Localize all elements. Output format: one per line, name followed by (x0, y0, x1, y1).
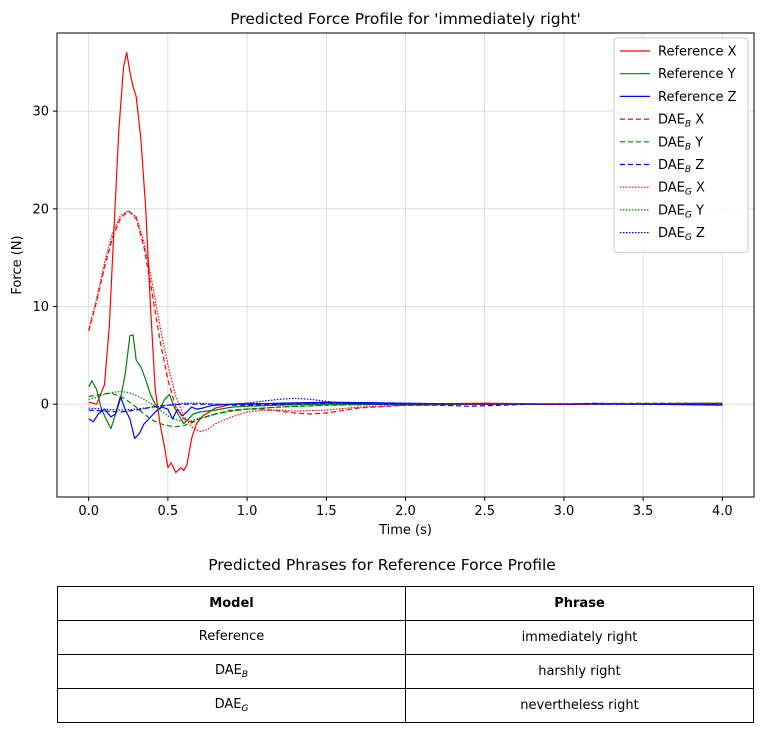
table-header-row: Model Phrase (57, 586, 754, 621)
legend-entry: DAEB Z (658, 158, 704, 175)
x-tick-label: 2.5 (474, 504, 495, 519)
legend-entry: DAEB X (658, 113, 704, 130)
table-row: DAEG nevertheless right (57, 688, 754, 723)
phrase-cell: immediately right (405, 620, 754, 655)
header-model: Model (57, 586, 406, 621)
legend-entry: DAEG Z (658, 226, 705, 243)
x-tick-label: 2.0 (395, 504, 416, 519)
model-cell: DAEG (57, 688, 406, 723)
series-line-dae-g-x (88, 210, 723, 433)
series-line-dae-g-z (88, 397, 723, 411)
legend-entry: Reference X (658, 45, 737, 60)
y-axis-label: Force (N) (10, 235, 25, 294)
chart-title: Predicted Force Profile for 'immediately… (230, 10, 581, 28)
table-row: Reference immediately right (57, 620, 754, 655)
y-tick-label: 30 (32, 105, 49, 120)
phrase-table: Model Phrase Reference immediately right… (57, 586, 754, 723)
x-tick-label: 4.0 (712, 504, 733, 519)
phrase-cell: harshly right (405, 654, 754, 689)
y-tick-label: 0 (41, 398, 49, 413)
series-line-reference-y (88, 334, 723, 430)
legend-box (613, 37, 749, 253)
header-phrase: Phrase (405, 586, 754, 621)
legend-entry: DAEG Y (658, 203, 704, 220)
y-tick-label: 10 (32, 300, 49, 315)
y-tick-label: 20 (32, 202, 49, 217)
legend-entry: DAEG X (658, 181, 705, 198)
table-title: Predicted Phrases for Reference Force Pr… (208, 556, 556, 574)
force-profile-chart: 0.0 0.5 1.0 1.5 2.0 2.5 3.0 3.5 4.0 0 10 20 30 Predic… (10, 10, 755, 538)
x-tick-label: 0.5 (158, 504, 179, 519)
legend-entry: Reference Z (658, 90, 737, 105)
x-tick-label: 3.5 (633, 504, 654, 519)
legend-entry: Reference Y (658, 67, 736, 82)
x-tick-label: 1.0 (237, 504, 258, 519)
table-row: DAEB harshly right (57, 654, 754, 689)
series-line-reference-z (88, 395, 723, 439)
model-cell: Reference (57, 620, 406, 655)
x-tick-label: 3.0 (554, 504, 575, 519)
x-tick-label: 0.0 (78, 504, 99, 519)
model-cell: DAEB (57, 654, 406, 689)
series-line-dae-g-y (88, 390, 723, 423)
legend-entry: DAEB Y (658, 135, 703, 152)
x-axis-label: Time (s) (378, 523, 432, 538)
phrase-cell: nevertheless right (405, 688, 754, 723)
x-tick-label: 1.5 (316, 504, 337, 519)
